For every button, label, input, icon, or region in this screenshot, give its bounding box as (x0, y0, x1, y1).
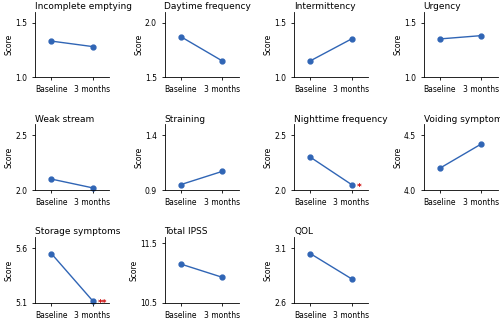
Y-axis label: Score: Score (5, 260, 14, 281)
Text: Daytime frequency: Daytime frequency (164, 2, 252, 11)
Y-axis label: Score: Score (5, 147, 14, 168)
Text: Intermittency: Intermittency (294, 2, 356, 11)
Y-axis label: Score: Score (394, 34, 402, 55)
Text: QOL: QOL (294, 227, 313, 236)
Y-axis label: Score: Score (394, 147, 402, 168)
Text: *: * (356, 183, 361, 192)
Text: Voiding symptoms: Voiding symptoms (424, 115, 500, 124)
Text: Nighttime frequency: Nighttime frequency (294, 115, 388, 124)
Text: Weak stream: Weak stream (35, 115, 94, 124)
Text: Incomplete emptying: Incomplete emptying (35, 2, 132, 11)
Text: Straining: Straining (164, 115, 205, 124)
Y-axis label: Score: Score (264, 260, 273, 281)
Y-axis label: Score: Score (264, 147, 273, 168)
Y-axis label: Score: Score (130, 260, 138, 281)
Text: Storage symptoms: Storage symptoms (35, 227, 120, 236)
Text: Total IPSS: Total IPSS (164, 227, 208, 236)
Y-axis label: Score: Score (134, 34, 143, 55)
Y-axis label: Score: Score (134, 147, 143, 168)
Y-axis label: Score: Score (5, 34, 14, 55)
Text: **: ** (98, 299, 107, 308)
Y-axis label: Score: Score (264, 34, 273, 55)
Text: Urgency: Urgency (424, 2, 461, 11)
